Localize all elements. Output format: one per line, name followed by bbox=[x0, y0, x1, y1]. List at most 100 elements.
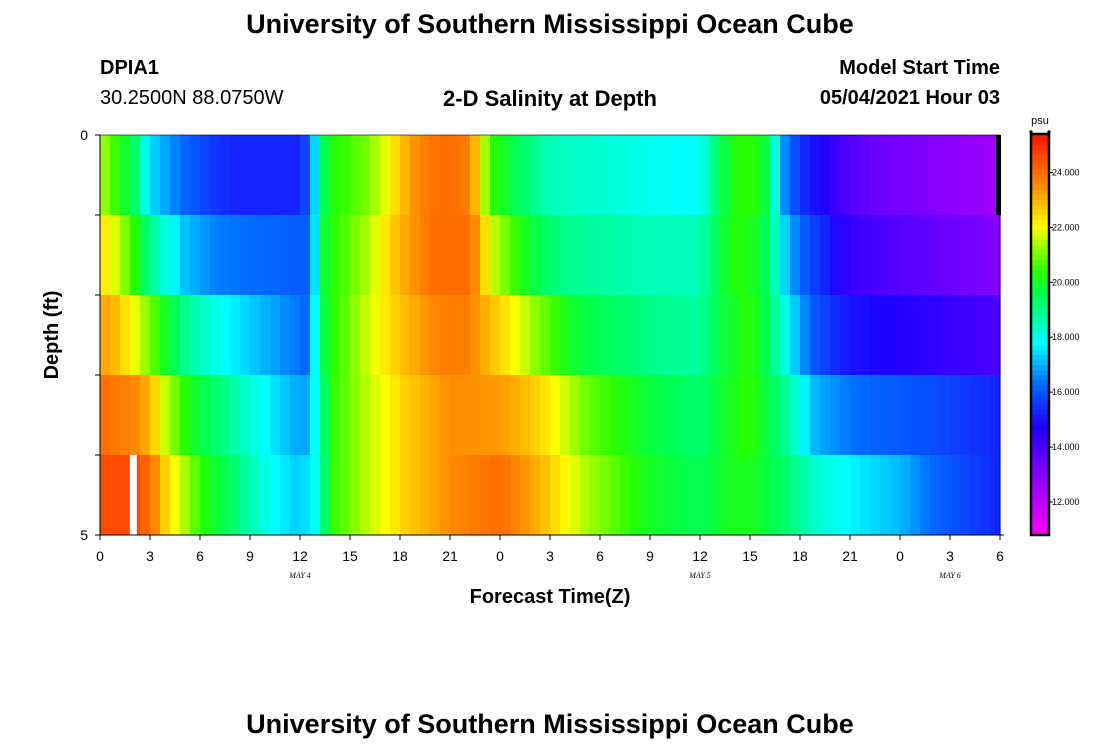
y-tick-label: 5 bbox=[80, 527, 88, 543]
heatmap-cell bbox=[700, 295, 711, 376]
heatmap-cell bbox=[930, 295, 941, 376]
colorbar-tick-label: 14.000 bbox=[1052, 442, 1080, 452]
heatmap-cell bbox=[330, 215, 341, 296]
heatmap-cell bbox=[210, 295, 221, 376]
heatmap-cell bbox=[620, 375, 631, 456]
heatmap-cell bbox=[520, 295, 531, 376]
heatmap-cell bbox=[650, 455, 661, 536]
heatmap-cell bbox=[270, 215, 281, 296]
heatmap-cell bbox=[690, 375, 701, 456]
heatmap-cell bbox=[200, 295, 211, 376]
heatmap-cell bbox=[530, 455, 541, 536]
heatmap-cell bbox=[550, 215, 561, 296]
heatmap-cell bbox=[480, 455, 491, 536]
colorbar-segment bbox=[1031, 169, 1049, 175]
colorbar-segment bbox=[1031, 219, 1049, 225]
heatmap-cell bbox=[750, 375, 761, 456]
heatmap-cell bbox=[740, 455, 751, 536]
heatmap-cell bbox=[680, 215, 691, 296]
heatmap-cell bbox=[630, 295, 641, 376]
heatmap-cell bbox=[950, 215, 961, 296]
colorbar-segment bbox=[1031, 279, 1049, 285]
heatmap-cell bbox=[700, 215, 711, 296]
colorbar-frame bbox=[1029, 132, 1051, 537]
heatmap-cell bbox=[890, 375, 901, 456]
heatmap-cell bbox=[500, 135, 511, 216]
colorbar-segment bbox=[1031, 184, 1049, 190]
heatmap-cell bbox=[600, 375, 611, 456]
colorbar-segment bbox=[1031, 479, 1049, 486]
heatmap-cell bbox=[890, 295, 901, 376]
heatmap-cell bbox=[190, 295, 201, 376]
colorbar-segment bbox=[1031, 214, 1049, 220]
colorbar-segment bbox=[1031, 239, 1049, 245]
heatmap-cell bbox=[320, 375, 331, 456]
heatmap-cell bbox=[310, 455, 321, 536]
colorbar-segment bbox=[1031, 389, 1049, 396]
x-tick-label: 6 bbox=[996, 548, 1004, 564]
heatmap-cell bbox=[760, 215, 771, 296]
heatmap-cell bbox=[410, 375, 421, 456]
heatmap-cell bbox=[680, 455, 691, 536]
colorbar-segment bbox=[1031, 384, 1049, 391]
heatmap-cell bbox=[660, 215, 671, 296]
colorbar-segment bbox=[1031, 529, 1049, 536]
heatmap-cell bbox=[400, 295, 411, 376]
heatmap-cell bbox=[510, 295, 521, 376]
heatmap-cell bbox=[150, 455, 161, 536]
heatmap-cell bbox=[800, 375, 811, 456]
colorbar-segment bbox=[1031, 439, 1049, 446]
heatmap-cell bbox=[870, 135, 881, 216]
heatmap-cell bbox=[150, 215, 161, 296]
colorbar-tick-label: 16.000 bbox=[1052, 387, 1080, 397]
colorbar-segment bbox=[1031, 174, 1049, 180]
heatmap-cell bbox=[150, 375, 161, 456]
heatmap-cell bbox=[610, 135, 621, 216]
heatmap-cell bbox=[230, 135, 241, 216]
colorbar-segment bbox=[1031, 209, 1049, 215]
colorbar-segment bbox=[1031, 514, 1049, 521]
heatmap-cell bbox=[110, 295, 121, 376]
colorbar-segment bbox=[1031, 499, 1049, 506]
heatmap-cell bbox=[880, 455, 891, 536]
heatmap-cell bbox=[230, 215, 241, 296]
heatmap-cell bbox=[520, 375, 531, 456]
colorbar-segment bbox=[1031, 504, 1049, 511]
heatmap-cell bbox=[780, 375, 791, 456]
heatmap-cell bbox=[330, 135, 341, 216]
heatmap-cell bbox=[220, 135, 231, 216]
x-tick-label: 15 bbox=[742, 548, 758, 564]
heatmap-cell bbox=[170, 295, 181, 376]
heatmap-cell bbox=[800, 295, 811, 376]
heatmap-cell bbox=[900, 375, 911, 456]
heatmap-cell bbox=[290, 295, 301, 376]
colorbar-segment bbox=[1031, 294, 1049, 301]
heatmap-cell bbox=[420, 215, 431, 296]
heatmap-cell bbox=[220, 295, 231, 376]
x-tick-label: 18 bbox=[392, 548, 408, 564]
heatmap-cell bbox=[450, 455, 461, 536]
heatmap-cell bbox=[490, 295, 501, 376]
heatmap-cell bbox=[360, 375, 371, 456]
heatmap-cell bbox=[160, 215, 171, 296]
heatmap-cell bbox=[360, 455, 371, 536]
heatmap-cell bbox=[170, 135, 181, 216]
heatmap-cell bbox=[870, 295, 881, 376]
heatmap-cell bbox=[970, 455, 981, 536]
heatmap-cell bbox=[910, 295, 921, 376]
heatmap-cell bbox=[830, 375, 841, 456]
heatmap-cell bbox=[340, 455, 351, 536]
colorbar-segment bbox=[1031, 459, 1049, 466]
heatmap-cell bbox=[960, 375, 971, 456]
heatmap-cell bbox=[350, 295, 361, 376]
colorbar-segment bbox=[1031, 349, 1049, 356]
heatmap-cell bbox=[960, 295, 971, 376]
heatmap-cell bbox=[810, 295, 821, 376]
colorbar-unit: psu bbox=[1031, 115, 1049, 127]
heatmap-cell bbox=[720, 215, 731, 296]
heatmap-cell bbox=[780, 135, 791, 216]
heatmap-cell bbox=[460, 295, 471, 376]
heatmap-cell bbox=[810, 215, 821, 296]
heatmap-cell bbox=[990, 375, 1001, 456]
heatmap-cell bbox=[600, 135, 611, 216]
